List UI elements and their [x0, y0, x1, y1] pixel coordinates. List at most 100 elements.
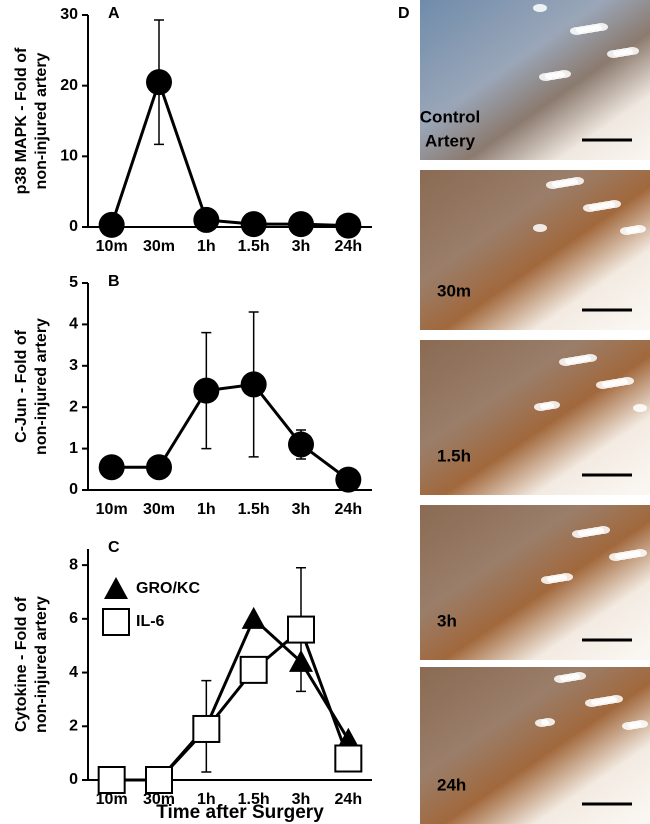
texture	[633, 549, 647, 557]
x-tick-label: 24h	[335, 791, 363, 808]
x-tick-label: 10m	[96, 501, 128, 518]
micrograph	[420, 0, 650, 160]
point	[288, 431, 314, 458]
legend-marker	[102, 608, 130, 636]
legend-marker	[104, 577, 128, 599]
y-axis-label: non-injured artery	[33, 596, 50, 733]
image-label: 30m	[437, 281, 471, 300]
x-tick-label: 1.5h	[238, 238, 270, 255]
x-axis-label: Time after Surgery	[156, 802, 324, 823]
x-tick-label: 1h	[197, 238, 216, 255]
texture	[546, 401, 560, 409]
legend-label: IL-6	[136, 613, 165, 630]
panel-label: D	[398, 5, 410, 22]
legend-label: GRO/KC	[136, 580, 200, 597]
texture	[570, 177, 584, 185]
y-tick-label: 4	[69, 316, 78, 333]
point	[146, 69, 172, 96]
line	[111, 627, 350, 782]
point	[335, 466, 362, 493]
texture	[633, 404, 647, 412]
y-tick-label: 0	[69, 218, 78, 235]
texture	[594, 23, 608, 31]
point	[239, 655, 268, 684]
texture	[620, 377, 634, 385]
y-tick-label: 5	[69, 274, 78, 291]
panel-label: B	[108, 273, 120, 290]
image-label: 1.5h	[437, 446, 471, 465]
point	[98, 211, 125, 238]
point	[97, 766, 126, 794]
texture	[533, 224, 547, 232]
texture	[533, 4, 547, 12]
image-label: 24h	[437, 775, 466, 794]
point	[241, 606, 266, 629]
point	[98, 454, 125, 481]
y-tick-label: 4	[69, 664, 78, 681]
x-tick-label: 1h	[197, 791, 216, 808]
y-axis-label: non-injured artery	[33, 318, 50, 455]
x-tick-label: 1.5h	[238, 501, 270, 518]
texture	[596, 526, 610, 534]
y-tick-label: 6	[69, 610, 78, 627]
y-tick-label: 0	[69, 771, 78, 788]
panel-label: C	[108, 539, 120, 556]
micrograph	[420, 170, 650, 330]
y-tick-label: 2	[69, 398, 78, 415]
y-axis-label: non-injured artery	[33, 52, 50, 189]
point	[193, 377, 220, 404]
panel-label: A	[108, 5, 120, 22]
y-axis-label: p38 MAPK - Fold of	[13, 47, 30, 194]
y-tick-label: 2	[69, 717, 78, 734]
point	[335, 212, 362, 239]
texture	[607, 200, 621, 208]
x-tick-label: 3h	[292, 501, 311, 518]
y-tick-label: 30	[60, 6, 78, 23]
micrograph	[420, 505, 650, 660]
x-tick-label: 3h	[292, 791, 311, 808]
point	[192, 714, 221, 743]
y-tick-label: 3	[69, 357, 78, 374]
x-tick-label: 24h	[335, 238, 363, 255]
micrograph	[420, 340, 650, 495]
image-label: Artery	[425, 131, 476, 150]
texture	[583, 354, 597, 362]
texture	[541, 718, 555, 726]
image-label: Control	[420, 107, 480, 126]
image-label: 3h	[437, 611, 457, 630]
line	[110, 77, 349, 228]
x-tick-label: 30m	[143, 238, 175, 255]
point	[146, 454, 172, 481]
point	[193, 206, 220, 233]
x-tick-label: 10m	[96, 238, 128, 255]
x-tick-label: 30m	[143, 791, 175, 808]
texture	[634, 720, 648, 728]
texture	[572, 672, 586, 680]
texture	[557, 70, 571, 78]
y-tick-label: 20	[60, 77, 78, 94]
texture	[625, 47, 639, 55]
texture	[632, 225, 646, 233]
x-tick-label: 10m	[96, 791, 128, 808]
micrograph	[420, 667, 650, 824]
point	[287, 615, 315, 644]
y-axis-label: Cytokine - Fold of	[13, 596, 30, 732]
x-tick-label: 3h	[292, 238, 311, 255]
point	[334, 744, 363, 773]
point	[240, 211, 267, 238]
y-tick-label: 8	[69, 556, 78, 573]
point	[288, 211, 314, 238]
y-tick-label: 1	[69, 440, 78, 457]
x-tick-label: 24h	[335, 501, 363, 518]
texture	[609, 695, 623, 703]
texture	[559, 573, 573, 581]
x-tick-label: 1.5h	[238, 791, 270, 808]
x-tick-label: 30m	[143, 501, 175, 518]
y-tick-label: 0	[69, 481, 78, 498]
y-tick-label: 10	[60, 148, 78, 165]
panel-d: D Control Artery 30m 1.5h 3h 24h	[398, 0, 650, 824]
point	[240, 371, 267, 398]
point	[145, 766, 173, 794]
y-axis-label: C-Jun - Fold of	[13, 329, 30, 443]
